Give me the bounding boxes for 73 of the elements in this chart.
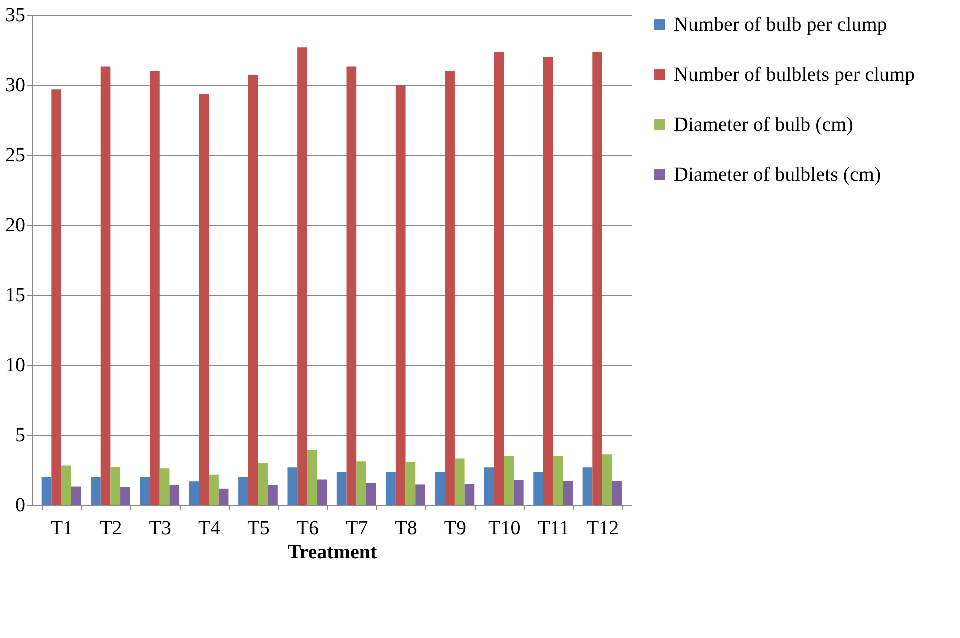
- bar: [268, 485, 278, 505]
- x-tick-label: T11: [538, 518, 570, 540]
- x-tick-label: T1: [50, 518, 74, 540]
- bar: [406, 462, 416, 505]
- bar: [42, 477, 52, 505]
- bar: [110, 467, 121, 505]
- x-axis-title: Treatment: [288, 542, 378, 564]
- bar: [199, 94, 210, 505]
- legend-label: Number of bulb per clump: [674, 14, 888, 36]
- x-tick-label: T12: [586, 518, 620, 540]
- bar: [504, 456, 514, 505]
- bar: [298, 48, 308, 505]
- bar: [91, 477, 101, 505]
- x-tick-label: T5: [248, 518, 270, 540]
- bar: [248, 75, 258, 505]
- bar: [534, 472, 544, 505]
- bar: [454, 458, 465, 505]
- x-tick-label: T9: [444, 518, 467, 540]
- bar: [140, 477, 150, 505]
- bar: [150, 71, 160, 505]
- bar: [160, 468, 170, 505]
- bar: [307, 450, 318, 505]
- bar: [612, 481, 622, 505]
- bar: [170, 485, 180, 505]
- x-tick-label: T4: [198, 518, 221, 540]
- bar: [494, 52, 504, 505]
- bar: [356, 462, 366, 505]
- bar: [445, 71, 455, 505]
- x-tick-label: T2: [100, 518, 122, 540]
- bar: [62, 466, 72, 505]
- x-tick-label: T8: [395, 518, 418, 540]
- bar: [592, 52, 602, 505]
- bar: [71, 486, 82, 505]
- y-tick-label: 5: [16, 424, 26, 446]
- bar: [386, 472, 396, 505]
- x-tick-label: T7: [346, 518, 368, 540]
- bar: [238, 477, 248, 505]
- bar: [435, 472, 446, 505]
- y-tick-label: 20: [6, 214, 26, 236]
- bar: [189, 482, 200, 505]
- legend-label: Diameter of bulblets (cm): [674, 164, 882, 186]
- bar: [582, 468, 593, 505]
- bar: [346, 66, 357, 505]
- legend-label: Number of bulblets per clump: [674, 64, 916, 86]
- bar: [514, 480, 524, 505]
- bar: [100, 66, 111, 505]
- bar: [464, 484, 475, 505]
- bar: [563, 481, 573, 505]
- bar: [317, 480, 328, 505]
- y-tick-label: 10: [6, 354, 26, 376]
- bar: [288, 468, 298, 505]
- bar: [543, 57, 554, 505]
- y-tick-label: 0: [16, 494, 26, 516]
- bar: [336, 472, 347, 505]
- y-tick-label: 15: [6, 284, 26, 306]
- x-tick-label: T6: [296, 518, 320, 540]
- y-tick-label: 30: [6, 74, 26, 96]
- bar: [258, 463, 268, 505]
- bar: [416, 484, 426, 505]
- bar: [52, 90, 62, 505]
- bar: [209, 474, 219, 505]
- y-tick-label: 25: [6, 144, 26, 166]
- bar: [366, 483, 376, 505]
- bar: [218, 488, 229, 505]
- x-tick-label: T3: [149, 518, 172, 540]
- bar: [553, 456, 564, 505]
- legend-label: Diameter of bulb (cm): [674, 114, 854, 136]
- bar: [120, 488, 130, 505]
- x-tick-label: T10: [488, 518, 521, 540]
- y-tick-label: 35: [6, 4, 26, 26]
- bar: [396, 85, 406, 505]
- bar: [484, 468, 494, 505]
- bar: [602, 454, 612, 505]
